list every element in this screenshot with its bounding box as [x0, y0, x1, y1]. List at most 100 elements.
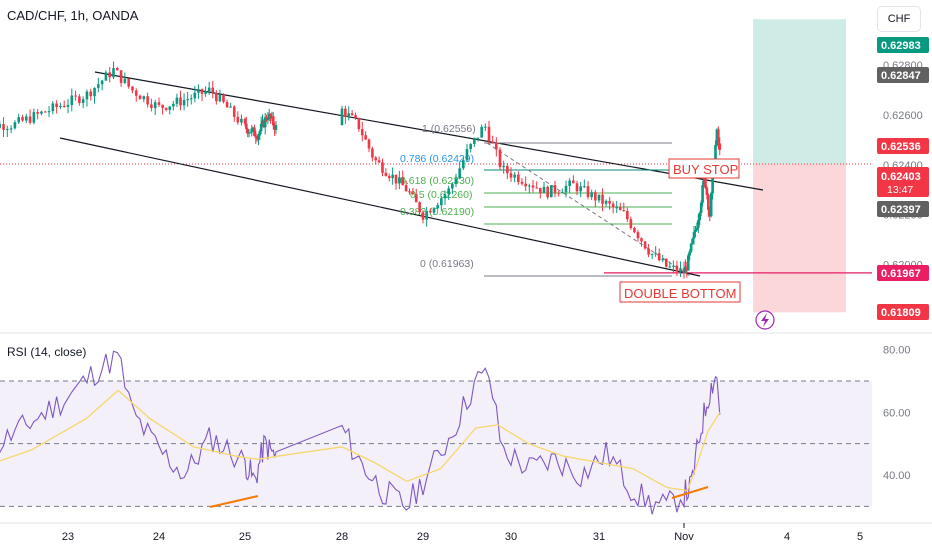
candle-body — [473, 137, 476, 144]
candle-body — [443, 194, 447, 199]
candle-body — [246, 129, 249, 134]
candle-body — [127, 78, 130, 87]
candle-body — [495, 143, 498, 150]
candle-body — [672, 265, 675, 267]
candle-body — [157, 102, 161, 105]
rsi-pane — [0, 350, 872, 515]
candle-body — [699, 202, 703, 213]
candle-body — [258, 131, 262, 136]
candle-body — [146, 96, 149, 105]
candle-body — [2, 124, 5, 130]
candle-body — [546, 186, 549, 198]
price-badge-label: 0.62983 — [881, 40, 921, 52]
candle-body — [222, 94, 225, 102]
candle-body — [447, 188, 450, 195]
candle-body — [469, 143, 472, 150]
candle-body — [705, 187, 709, 196]
candle-body — [572, 180, 575, 184]
time-tick-label: 28 — [336, 531, 348, 543]
candle-body — [55, 103, 58, 108]
price-badge-label: 0.62403 — [881, 171, 921, 183]
price-pane: 1 (0.62556) 0.786 (0.62429) 0.618 (0.62330… — [0, 19, 872, 330]
candle-body — [74, 95, 77, 97]
candle-body — [142, 96, 146, 100]
candle-body — [262, 120, 266, 128]
candle-body — [502, 165, 505, 168]
double-bottom-label: DOUBLE BOTTOM — [624, 286, 736, 301]
price-badge — [877, 167, 929, 197]
candle-body — [108, 72, 112, 78]
candle-body — [679, 268, 682, 272]
price-badge-label: 0.62847 — [881, 70, 921, 82]
candle-body — [684, 266, 687, 274]
candle-body — [367, 139, 371, 149]
candle-body — [429, 210, 432, 213]
candle-body — [411, 192, 415, 195]
candle-body — [465, 149, 469, 161]
candle-body — [568, 180, 571, 186]
buy-stop-label: BUY STOP — [673, 162, 738, 177]
candle-body — [643, 241, 647, 249]
candle-body — [267, 114, 271, 120]
candle-body — [123, 78, 127, 83]
candle-body — [597, 194, 601, 201]
time-tick-label: 5 — [857, 531, 863, 543]
candle-body — [161, 104, 164, 108]
candle-body — [266, 119, 270, 121]
candle-body — [89, 91, 93, 97]
candle-body — [271, 116, 275, 126]
candle-body — [81, 99, 85, 104]
candle-body — [340, 108, 344, 125]
candle-body — [175, 97, 179, 104]
candle-body — [255, 137, 259, 140]
candle-body — [650, 253, 654, 255]
candle-body — [270, 116, 274, 119]
candle-body — [259, 123, 263, 132]
candle-body — [702, 177, 706, 186]
candle-body — [717, 129, 720, 144]
price-badge — [877, 265, 929, 281]
candle-body — [179, 97, 182, 106]
currency-button[interactable]: CHF — [877, 6, 921, 32]
candle-body — [43, 111, 47, 113]
candle-body — [59, 106, 62, 108]
price-tick-label: 0.62600 — [883, 110, 923, 122]
candle-body — [622, 210, 626, 212]
candle-body — [594, 192, 597, 201]
candle-body — [418, 202, 421, 213]
fib-trend-line — [486, 142, 691, 277]
candle-body — [398, 177, 401, 184]
fib-level-label: 0.5 (0.62260) — [410, 189, 472, 201]
candle-body — [685, 266, 689, 271]
candle-body — [387, 175, 391, 179]
candle-body — [553, 185, 557, 193]
candle-body — [718, 143, 722, 150]
time-tick-label: Nov — [674, 531, 694, 543]
candle-body — [695, 227, 699, 230]
candle-body — [70, 95, 74, 105]
candle-body — [708, 209, 712, 217]
candle-body — [250, 128, 254, 133]
candle-body — [618, 207, 622, 211]
candle-body — [265, 117, 268, 120]
candle-body — [115, 68, 119, 71]
candle-body — [611, 203, 615, 208]
candle-body — [709, 193, 713, 217]
candle-body — [698, 212, 702, 221]
candle-body — [575, 183, 579, 192]
candle-body — [550, 185, 553, 198]
time-tick-label: 23 — [62, 531, 74, 543]
candle-body — [134, 90, 138, 96]
candle-body — [583, 186, 586, 188]
candle-body — [701, 185, 704, 203]
fib-level-label: 0.786 (0.62429) — [400, 153, 474, 165]
candle-body — [0, 124, 2, 128]
candle-body — [371, 148, 374, 158]
candle-body — [458, 168, 461, 179]
candle-body — [97, 84, 100, 88]
candle-body — [249, 132, 252, 134]
candle-body — [47, 111, 51, 113]
candle-body — [243, 118, 247, 124]
candle-body — [347, 113, 351, 117]
candle-body — [454, 178, 458, 184]
